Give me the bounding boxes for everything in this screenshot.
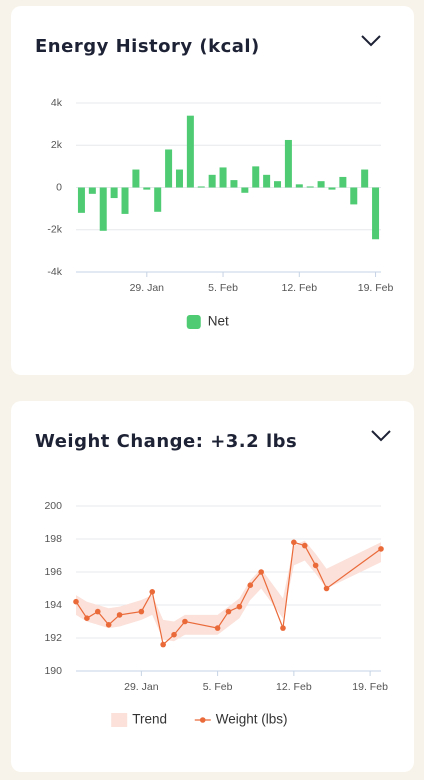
bar — [339, 176, 347, 188]
y-tick-label: 196 — [44, 566, 62, 578]
y-tick-label: 198 — [44, 533, 62, 545]
weight-point — [378, 546, 384, 552]
bar — [197, 186, 205, 188]
weight-point — [323, 585, 330, 592]
bar — [121, 187, 129, 214]
x-tick-label: 5. Feb — [203, 681, 233, 693]
bar — [284, 139, 292, 188]
card — [11, 401, 414, 772]
bar — [99, 187, 107, 231]
weight-point — [171, 631, 177, 638]
bar — [274, 181, 282, 188]
y-tick-label: 4k — [51, 97, 63, 109]
bar — [252, 166, 260, 188]
bar — [88, 187, 96, 194]
weight-point — [301, 542, 308, 549]
card — [11, 6, 414, 375]
bar — [263, 174, 271, 188]
x-tick-label: 19. Feb — [358, 282, 394, 294]
bar — [361, 169, 369, 188]
bar — [241, 187, 249, 193]
weight-point — [280, 625, 286, 631]
weight-point — [258, 569, 264, 575]
bar — [77, 187, 85, 213]
bar — [110, 187, 118, 199]
y-tick-label: 194 — [44, 599, 62, 611]
bar — [328, 187, 336, 190]
x-tick-label: 29. Jan — [124, 681, 159, 693]
legend-swatch — [186, 315, 201, 329]
bar — [306, 186, 314, 188]
weight-point — [291, 539, 297, 546]
x-tick-label: 12. Feb — [281, 282, 317, 294]
card-title: Weight Change: +3.2 lbs — [35, 431, 297, 452]
bar — [230, 180, 238, 188]
weight-point — [94, 608, 101, 615]
collapse-toggle[interactable] — [361, 35, 381, 47]
weight-point — [160, 641, 166, 648]
bar — [143, 187, 151, 190]
x-tick-label: 29. Jan — [130, 282, 165, 294]
y-tick-label: -2k — [47, 224, 62, 236]
weight-point — [236, 603, 243, 610]
bar — [132, 169, 140, 188]
bar — [165, 149, 173, 188]
y-tick-label: -4k — [47, 266, 62, 278]
bar — [372, 187, 380, 240]
weight-point — [182, 618, 188, 625]
legend-label: Weight (lbs) — [216, 712, 288, 727]
weight-point — [214, 625, 221, 631]
y-tick-label: 0 — [56, 181, 62, 193]
weight-point — [247, 582, 254, 588]
weight-point — [138, 608, 145, 615]
collapse-toggle[interactable] — [371, 430, 391, 442]
bar — [295, 184, 303, 188]
y-tick-label: 190 — [44, 665, 62, 677]
x-tick-label: 12. Feb — [276, 681, 312, 693]
bar — [350, 187, 358, 205]
legend-label: Trend — [132, 712, 167, 727]
legend-swatch — [199, 717, 206, 723]
bar — [154, 187, 162, 212]
x-tick-label: 5. Feb — [208, 282, 238, 294]
card-title: Energy History (kcal) — [35, 36, 260, 57]
y-tick-label: 200 — [44, 500, 62, 512]
y-tick-label: 2k — [51, 139, 63, 151]
weight-point — [149, 589, 156, 595]
legend-swatch — [111, 713, 128, 727]
weight-point — [105, 622, 112, 628]
bar — [317, 181, 325, 188]
bar — [175, 169, 183, 188]
x-tick-label: 19. Feb — [352, 681, 388, 693]
weight-point — [84, 615, 90, 621]
weight-point — [225, 608, 232, 615]
legend-label: Net — [208, 314, 229, 329]
bar — [208, 174, 216, 188]
weight-point — [73, 598, 79, 605]
bar — [219, 167, 227, 188]
y-tick-label: 192 — [44, 632, 62, 644]
bar — [186, 115, 194, 188]
trend-band — [76, 540, 381, 642]
weight-point — [312, 562, 319, 569]
weight-point — [116, 612, 123, 618]
